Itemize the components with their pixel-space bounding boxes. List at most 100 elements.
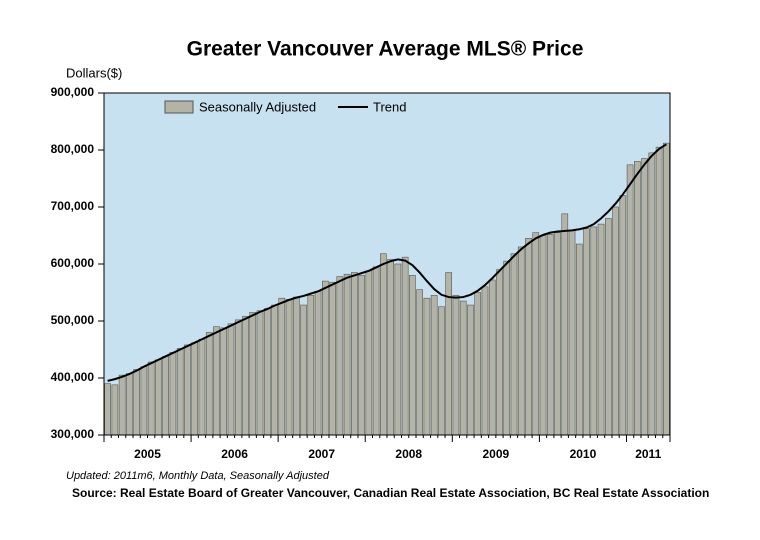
bar: [612, 206, 619, 436]
bar: [641, 158, 648, 436]
bar: [147, 361, 155, 436]
bar: [604, 218, 612, 436]
x-tick-label: 2008: [395, 447, 422, 461]
bar: [227, 323, 235, 436]
bar: [213, 326, 220, 436]
plot-background: [104, 93, 670, 435]
bar: [249, 312, 257, 436]
bar: [162, 356, 170, 436]
bar: [329, 281, 336, 436]
x-tick-label: 2010: [570, 447, 597, 461]
bar: [140, 366, 148, 436]
bar: [430, 295, 438, 436]
bar: [575, 243, 583, 436]
bar: [663, 142, 670, 436]
bar: [634, 161, 641, 436]
x-tick-label: 2009: [482, 447, 509, 461]
bar: [554, 232, 561, 436]
legend: Seasonally Adjusted Trend: [164, 99, 406, 114]
bar: [597, 223, 605, 436]
chart-title: Greater Vancouver Average MLS® Price: [187, 38, 584, 61]
bar: [263, 308, 271, 436]
bar: [126, 373, 133, 436]
bar: [394, 263, 402, 436]
bar: [351, 272, 358, 436]
y-tick-label: 900,000: [51, 85, 95, 99]
bar: [184, 344, 191, 436]
bar: [387, 259, 394, 436]
x-tick-label: 2011: [635, 447, 661, 461]
bar: [401, 256, 409, 436]
legend-label: Seasonally Adjusted: [199, 99, 316, 114]
bar: [503, 260, 511, 436]
bar: [517, 246, 525, 436]
bar: [271, 304, 278, 436]
bar: [314, 291, 322, 436]
bar: [409, 275, 416, 436]
x-tick-label: 2006: [221, 447, 248, 461]
bar: [539, 235, 547, 436]
bar: [416, 289, 423, 436]
y-tick-label: 700,000: [51, 199, 95, 213]
x-tick-label: 2005: [134, 447, 161, 461]
bar: [568, 229, 576, 436]
bar: [619, 195, 627, 436]
note: Updated: 2011m6, Monthly Data, Seasonall…: [66, 470, 330, 482]
y-axis-label: Dollars($): [66, 65, 122, 80]
bar: [481, 286, 489, 436]
bar: [380, 253, 387, 436]
bar: [292, 296, 300, 436]
bar: [510, 253, 518, 436]
bar: [256, 310, 264, 436]
bar: [191, 342, 199, 436]
bar: [423, 297, 431, 436]
bar: [365, 270, 373, 436]
trend-line: [107, 143, 667, 382]
bar: [176, 348, 184, 436]
y-tick-label: 600,000: [51, 256, 95, 270]
y-tick-label: 800,000: [51, 142, 95, 156]
bar: [205, 332, 213, 436]
bar: [133, 369, 140, 436]
bar: [104, 383, 111, 436]
bar: [169, 352, 177, 436]
bar: [358, 275, 365, 436]
bar: [474, 292, 482, 436]
bar: [438, 306, 445, 436]
bar: [343, 273, 351, 436]
bar: [546, 234, 554, 436]
bar: [278, 297, 286, 436]
bar: [111, 384, 119, 436]
bar: [198, 338, 206, 436]
bar: [488, 279, 496, 436]
bar: [655, 146, 663, 436]
bar: [242, 316, 249, 436]
bar: [220, 327, 228, 436]
bar: [234, 319, 242, 436]
bar: [336, 276, 344, 436]
bar: [452, 295, 460, 436]
bar: [583, 228, 590, 436]
bar: [321, 280, 329, 436]
bar: [155, 359, 162, 436]
bar: [300, 304, 307, 436]
plot-area: 300,000 400,000 500,000 600,000 700,000 800,0…: [51, 85, 671, 461]
bar: [372, 266, 380, 436]
y-tick-label: 500,000: [51, 313, 95, 327]
bar: [285, 299, 293, 436]
bar: [532, 232, 540, 436]
x-tick-label: 2007: [308, 447, 335, 461]
bar: [648, 152, 656, 436]
y-tick-label: 300,000: [51, 427, 95, 441]
source: Source: Real Estate Board of Greater Van…: [72, 486, 709, 500]
bar: [525, 238, 532, 436]
legend-label: Trend: [373, 99, 406, 114]
bar: [561, 213, 569, 436]
y-tick-label: 400,000: [51, 370, 95, 384]
bar: [496, 269, 503, 436]
bar: [590, 226, 598, 436]
bar: [307, 295, 315, 436]
bar: [467, 304, 474, 436]
bar: [118, 374, 126, 436]
